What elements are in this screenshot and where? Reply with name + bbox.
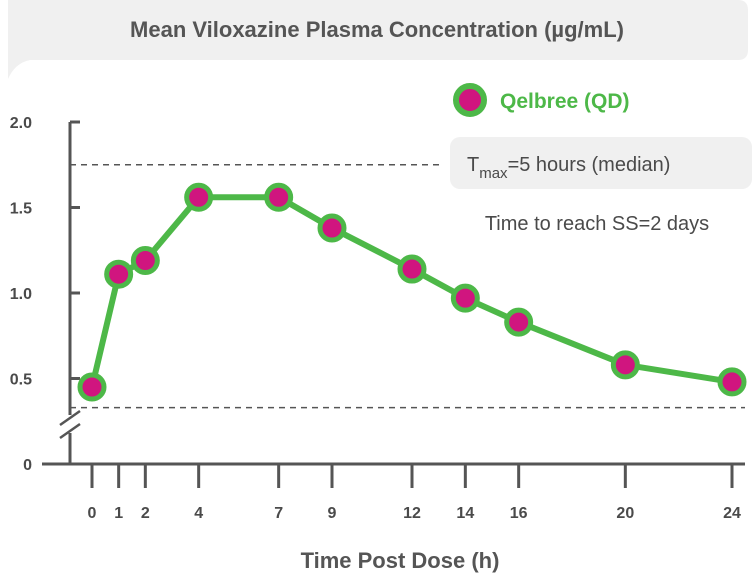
x-axis-label: Time Post Dose (h) <box>301 548 500 573</box>
data-point <box>504 307 534 337</box>
x-tick-label: 4 <box>194 505 203 522</box>
series-points <box>77 182 747 402</box>
y-tick-label: 1.0 <box>10 286 32 303</box>
x-tick-label: 16 <box>510 505 528 522</box>
legend-label: Qelbree (QD) <box>500 90 630 113</box>
x-axis: 0 1 2 4 7 9 12 14 16 20 24 <box>42 462 745 522</box>
x-tick-label: 14 <box>456 505 474 522</box>
data-point <box>77 372 107 402</box>
data-point <box>130 246 160 276</box>
data-point <box>184 182 214 212</box>
data-point <box>610 350 640 380</box>
y-tick-label: 1.5 <box>10 201 32 218</box>
y-axis-break-mark <box>59 409 81 427</box>
data-point <box>104 259 134 289</box>
x-tick-label: 24 <box>723 505 741 522</box>
y-axis: 0 0.5 1.0 1.5 2.0 <box>10 115 81 474</box>
y-tick-label: 2.0 <box>10 115 32 132</box>
y-tick-label: 0 <box>23 457 32 474</box>
x-tick-label: 2 <box>141 505 150 522</box>
legend-marker <box>453 83 487 117</box>
x-tick-label: 0 <box>88 505 97 522</box>
data-point <box>264 182 294 212</box>
tmax-annotation: Tmax=5 hours (median) <box>467 154 670 182</box>
steady-state-annotation: Time to reach SS=2 days <box>485 213 709 235</box>
data-point <box>317 213 347 243</box>
y-axis-break-mark <box>59 422 81 440</box>
chart-title: Mean Viloxazine Plasma Concentration (µg… <box>130 17 624 42</box>
data-point <box>717 367 747 397</box>
x-tick-label: 20 <box>616 505 634 522</box>
x-tick-label: 7 <box>274 505 283 522</box>
x-tick-label: 1 <box>114 505 123 522</box>
y-tick-label: 0.5 <box>10 372 32 389</box>
data-point <box>450 283 480 313</box>
x-tick-label: 9 <box>328 505 337 522</box>
data-point <box>397 254 427 284</box>
title-panel <box>8 0 748 79</box>
x-tick-label: 12 <box>403 505 421 522</box>
tmax-panel <box>450 137 752 189</box>
